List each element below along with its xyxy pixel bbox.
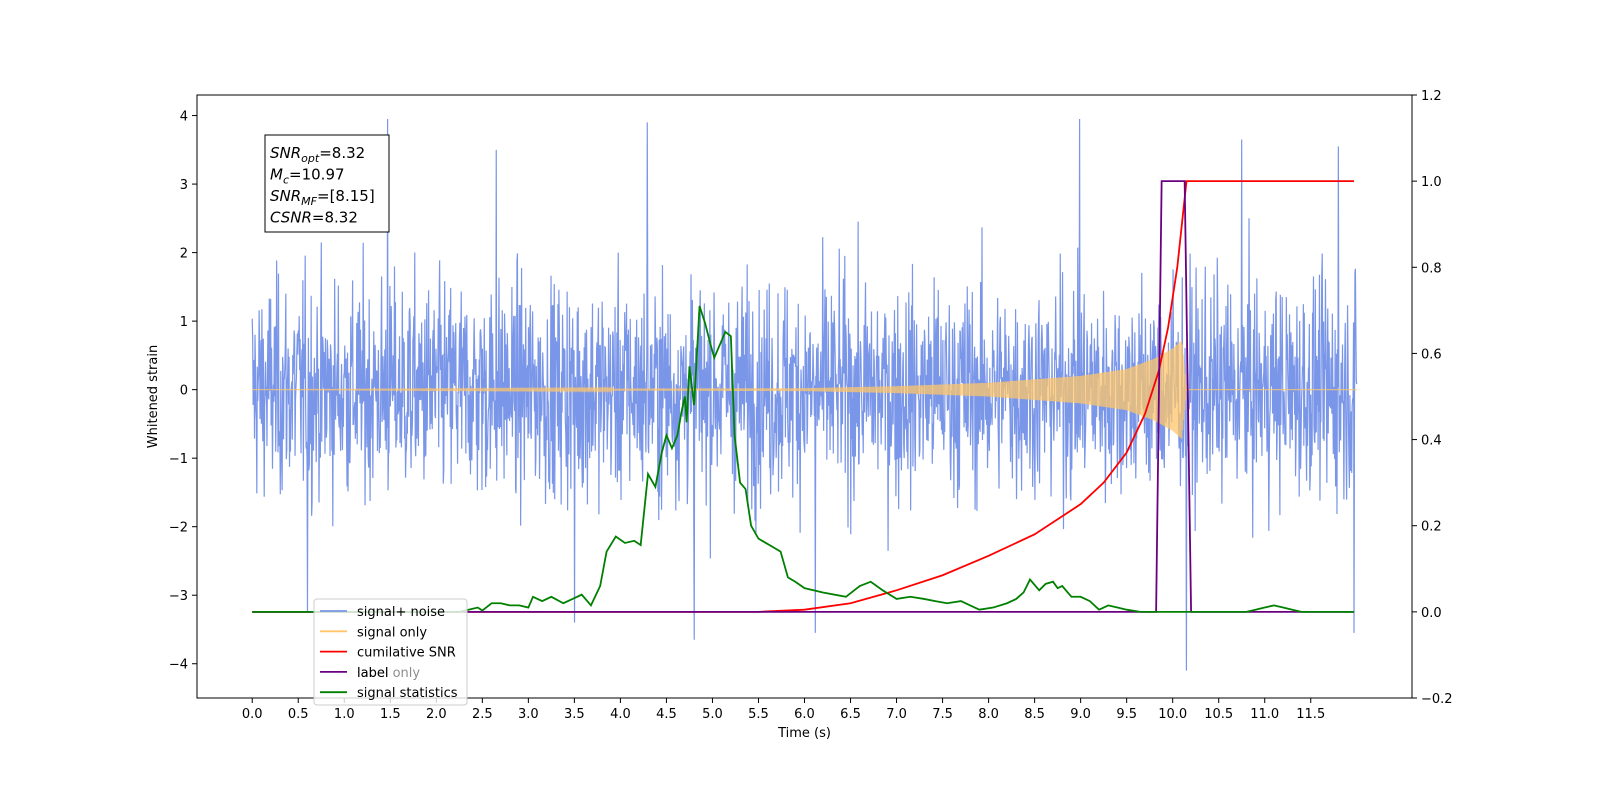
legend-entry: label <box>357 666 388 681</box>
y-tick-label: −1 <box>169 452 188 467</box>
x-tick-label: 11.5 <box>1296 707 1325 722</box>
y2-tick-label: 0.6 <box>1421 347 1442 362</box>
x-tick-label: 3.5 <box>564 707 585 722</box>
x-tick-label: 7.5 <box>932 707 953 722</box>
info-box-line: Mc=10.97 <box>270 166 345 187</box>
legend-entry: cumilative SNR <box>357 646 456 661</box>
y-axis-left: −4 −3 −2 −1 0 1 2 3 4 <box>169 110 197 673</box>
series-signal-noise <box>251 118 1358 671</box>
x-tick-label: 3.0 <box>518 707 539 722</box>
legend-entry: signal statistics <box>357 686 458 701</box>
y-tick-label: 2 <box>180 247 188 262</box>
y2-tick-label: 0.4 <box>1421 434 1442 449</box>
x-tick-label: 2.5 <box>472 707 493 722</box>
legend-frame <box>313 598 468 706</box>
y-axis-label: Whitened strain <box>146 345 161 448</box>
info-box-line: SNRMF=[8.15] <box>270 187 375 208</box>
y2-tick-label: 0.2 <box>1421 520 1442 535</box>
x-tick-label: 10.5 <box>1204 707 1233 722</box>
x-axis: 0.0 0.5 1.0 1.5 2.0 2.5 3.0 3.5 4.0 4.5 5.0 5.5 6.0 6… <box>242 698 1325 722</box>
y-tick-label: −2 <box>169 521 188 536</box>
x-tick-label: 4.5 <box>656 707 677 722</box>
info-box-line: CSNR=8.32 <box>270 209 358 227</box>
series-signal-statistics <box>252 305 1355 613</box>
series-cumulative-snr <box>252 180 1355 613</box>
legend: signal+ noise signal only cumilative SNR la… <box>313 598 468 706</box>
y-tick-label: 0 <box>180 384 188 399</box>
y-axis-right: −0.2 0.0 0.2 0.4 0.6 0.8 1.0 1.2 <box>1412 89 1453 707</box>
x-tick-label: 8.5 <box>1024 707 1045 722</box>
x-tick-label: 5.0 <box>702 707 723 722</box>
y-tick-label: −3 <box>169 589 188 604</box>
y2-tick-label: 0.8 <box>1421 261 1442 276</box>
x-tick-label: 9.0 <box>1070 707 1091 722</box>
x-tick-label: 6.5 <box>840 707 861 722</box>
legend-hidden-entry: label only <box>357 666 420 681</box>
info-box-line: SNRopt=8.32 <box>270 144 365 165</box>
x-tick-label: 0.5 <box>288 707 309 722</box>
x-tick-label: 5.5 <box>748 707 769 722</box>
y2-tick-label: 1.0 <box>1421 175 1442 190</box>
y2-tick-label: 0.0 <box>1421 606 1442 621</box>
x-tick-label: 1.5 <box>380 707 401 722</box>
x-tick-label: 10.0 <box>1158 707 1187 722</box>
x-tick-label: 4.0 <box>610 707 631 722</box>
x-tick-label: 9.5 <box>1116 707 1137 722</box>
x-tick-label: 1.0 <box>334 707 355 722</box>
y-tick-label: 3 <box>180 178 188 193</box>
y-tick-label: 4 <box>180 110 188 125</box>
plot-area <box>251 118 1358 671</box>
legend-entry: signal+ noise <box>357 605 445 620</box>
x-tick-label: 2.0 <box>426 707 447 722</box>
y-tick-label: −4 <box>169 658 188 673</box>
x-tick-label: 11.0 <box>1250 707 1279 722</box>
x-tick-label: 8.0 <box>978 707 999 722</box>
info-box-frame <box>264 134 390 233</box>
legend-entry: signal only <box>357 625 427 640</box>
y2-tick-label: 1.2 <box>1421 89 1442 104</box>
x-axis-label: Time (s) <box>777 726 831 741</box>
y2-tick-label: −0.2 <box>1421 692 1453 707</box>
x-tick-label: 7.0 <box>886 707 907 722</box>
x-tick-label: 6.0 <box>794 707 815 722</box>
y-tick-label: 1 <box>180 315 188 330</box>
series-signal-only <box>252 340 1357 439</box>
x-tick-label: 0.0 <box>242 707 263 722</box>
